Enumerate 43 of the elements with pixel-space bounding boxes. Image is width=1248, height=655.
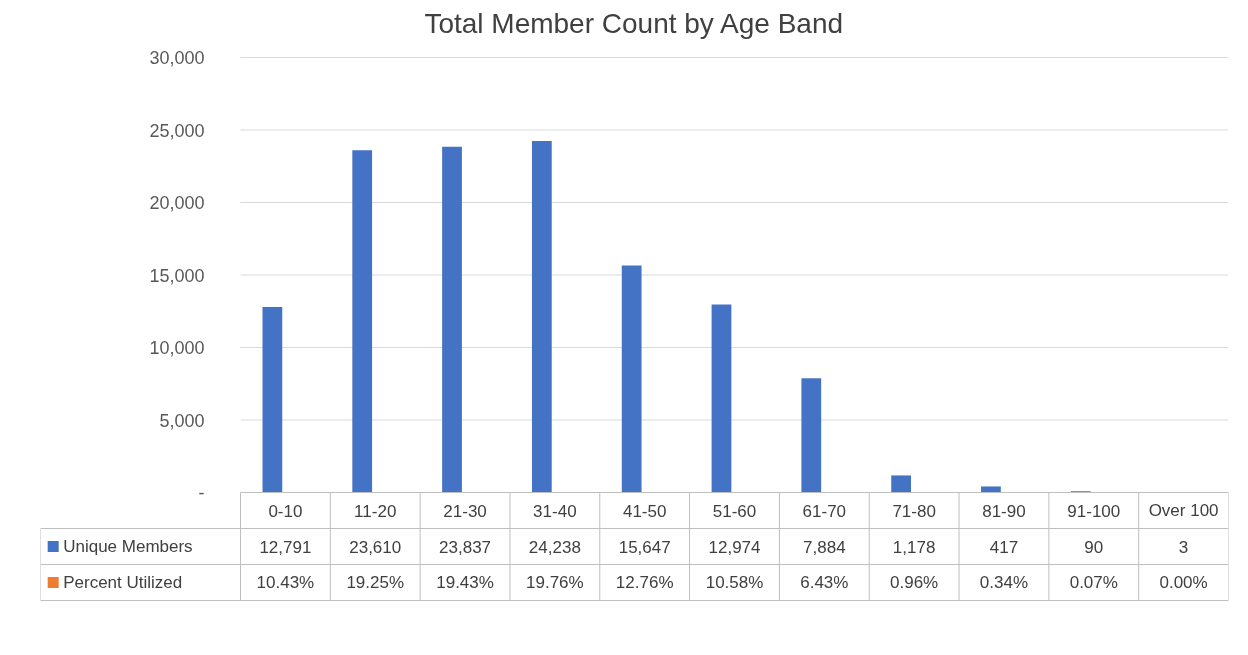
x-tick-label: 91-100 (1067, 501, 1121, 521)
y-tick-label: - (198, 483, 205, 503)
data-label: 0.00% (1159, 573, 1208, 592)
data-label: 1,178 (892, 537, 936, 557)
legend-label: Unique Members (63, 537, 193, 556)
x-tick-label: 81-90 (982, 501, 1026, 521)
y-tick-label: 15,000 (149, 265, 205, 286)
x-tick-label: 51-60 (712, 501, 757, 521)
data-label: 10.58% (705, 573, 764, 592)
x-tick-label: 41-50 (622, 501, 667, 521)
data-label: 24,238 (528, 537, 581, 557)
data-label: 19.76% (526, 573, 584, 592)
y-tick-label: 30,000 (149, 48, 205, 68)
x-tick-label: 21-30 (443, 501, 487, 521)
y-tick-label: 25,000 (149, 120, 205, 141)
data-label: 3 (1178, 537, 1189, 557)
legend-label: Percent Utilized (63, 573, 183, 592)
x-tick-label: 0-10 (268, 501, 303, 521)
data-label: 19.43% (436, 573, 494, 592)
x-tick-label: 61-70 (802, 501, 847, 521)
x-tick-label: 71-80 (892, 501, 936, 521)
x-tick-label: 11-20 (354, 501, 397, 521)
data-label: 12.76% (615, 573, 674, 592)
data-label: 417 (989, 537, 1019, 557)
y-tick-label: 20,000 (149, 193, 205, 213)
chart-title: Total Member Count by Age Band (424, 7, 844, 39)
data-label: 0.34% (979, 573, 1029, 592)
data-label: 90 (1084, 537, 1104, 557)
data-label: 10.43% (256, 573, 315, 592)
y-tick-label: 10,000 (149, 338, 205, 358)
data-label: 12,791 (259, 537, 312, 557)
data-label: 0.07% (1069, 573, 1118, 592)
data-label: 0.96% (890, 573, 939, 592)
data-label: 15,647 (618, 537, 671, 557)
y-tick-label: 5,000 (159, 410, 205, 431)
data-label: 12,974 (708, 537, 761, 557)
data-label: 23,610 (349, 537, 402, 557)
x-tick-label: 31-40 (533, 501, 577, 521)
data-label: 7,884 (803, 537, 846, 557)
data-label: 6.43% (800, 573, 849, 592)
data-label: 19.25% (346, 573, 405, 592)
x-tick-label: Over 100 (1148, 501, 1219, 520)
data-label: 23,837 (439, 537, 492, 557)
